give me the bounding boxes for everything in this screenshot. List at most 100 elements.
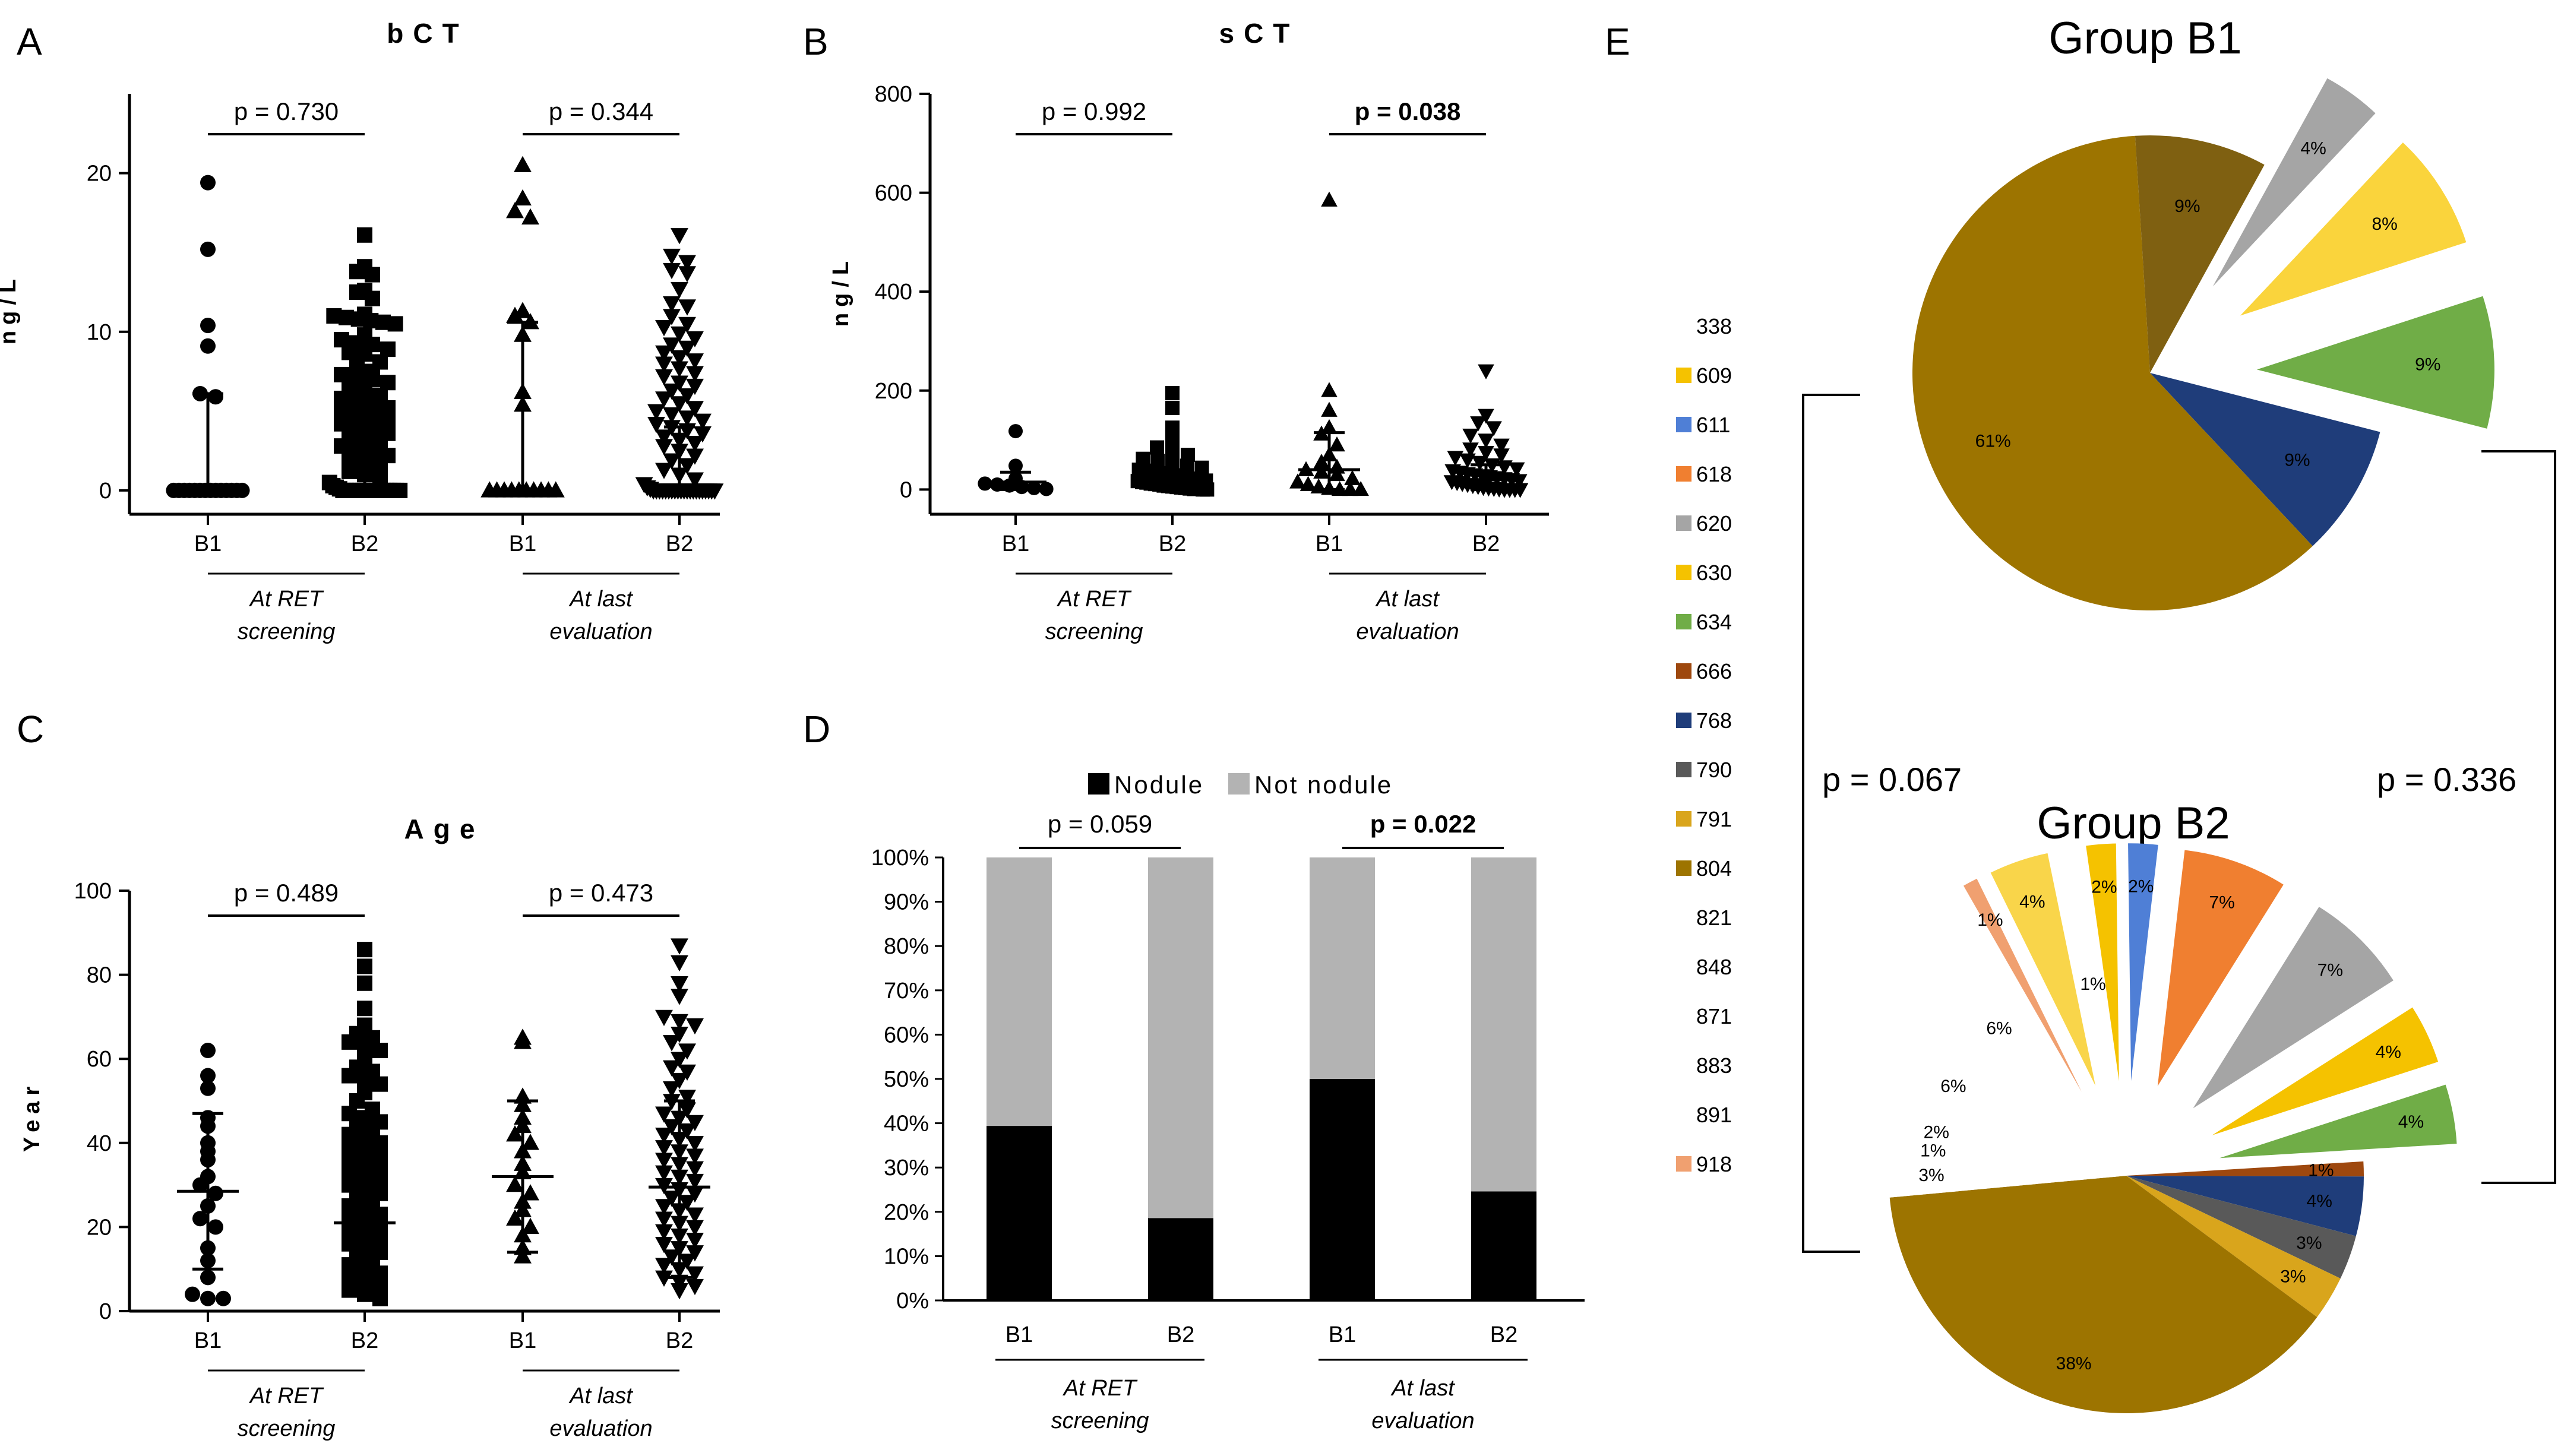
data-point bbox=[671, 938, 688, 955]
legend-swatch bbox=[1676, 565, 1691, 580]
pie-comparison-left: p = 0.067 bbox=[1822, 761, 1962, 798]
legend-code: 821 bbox=[1696, 906, 1732, 930]
plot-b: 0 200 400 600 800 B1 B2 B1 B2 At RET screening At l… bbox=[875, 82, 1549, 644]
data-point bbox=[686, 1207, 704, 1224]
panel-label-d: D bbox=[803, 708, 830, 751]
x-tick-label: B2 bbox=[1490, 1322, 1517, 1347]
data-point bbox=[671, 361, 688, 378]
data-point bbox=[647, 417, 665, 433]
data-point bbox=[655, 369, 673, 386]
data-point bbox=[1447, 451, 1464, 466]
data-point bbox=[1200, 482, 1215, 497]
legend-swatch bbox=[1676, 663, 1691, 679]
pie-slice-label: 4% bbox=[2307, 1192, 2332, 1211]
data-point bbox=[678, 299, 696, 316]
x-tick-label: B2 bbox=[666, 531, 693, 556]
x-tick-label: B2 bbox=[1472, 531, 1500, 556]
panel-a-title: bCT bbox=[387, 18, 468, 49]
group-label: At RET bbox=[249, 587, 324, 612]
pie-slice-label: 3% bbox=[2280, 1267, 2306, 1286]
x-tick-label: B2 bbox=[351, 531, 378, 556]
pie-slice bbox=[2078, 940, 2126, 1176]
data-point bbox=[671, 955, 688, 971]
series-1 bbox=[321, 227, 408, 498]
data-point bbox=[655, 1009, 673, 1026]
panel-c-ylabel: Year bbox=[20, 1081, 45, 1152]
data-point bbox=[1478, 433, 1494, 449]
x-tick-label: B2 bbox=[1167, 1322, 1194, 1347]
data-point bbox=[686, 1220, 704, 1236]
legend-swatch bbox=[1676, 614, 1691, 629]
plot-c: 0 20 40 60 80 100 B1 B2 B1 B2 At RET screening At la… bbox=[74, 879, 720, 1441]
legend-label-not-nodule: Not nodule bbox=[1254, 771, 1393, 799]
y-tick-label: 200 bbox=[875, 379, 912, 404]
p-value: p = 0.992 bbox=[1042, 97, 1146, 125]
data-point bbox=[357, 1001, 372, 1017]
group-label: screening bbox=[238, 619, 336, 644]
data-point bbox=[1344, 470, 1361, 485]
y-tick-label: 0 bbox=[99, 479, 112, 504]
data-point bbox=[506, 1125, 524, 1142]
data-point bbox=[208, 1219, 223, 1235]
data-point bbox=[663, 262, 681, 280]
pie-slice-label: 4% bbox=[2398, 1112, 2424, 1132]
pie-slice bbox=[1912, 135, 2313, 611]
pie-slice bbox=[2193, 907, 2394, 1109]
bar-nodule bbox=[1310, 1079, 1375, 1300]
legend-code: 666 bbox=[1696, 659, 1732, 683]
data-point bbox=[663, 407, 681, 424]
data-point bbox=[200, 1043, 216, 1059]
data-point bbox=[1321, 191, 1338, 207]
data-point bbox=[514, 156, 532, 172]
pie-slice-label: 6% bbox=[1940, 1077, 1966, 1096]
pie-slice bbox=[2212, 78, 2376, 287]
data-point bbox=[234, 482, 250, 498]
group-label: evaluation bbox=[549, 1416, 652, 1441]
data-point bbox=[372, 1290, 388, 1306]
data-point bbox=[686, 1136, 704, 1153]
bar-not-nodule bbox=[1148, 857, 1213, 1218]
data-point bbox=[671, 976, 688, 993]
y-tick-label: 30% bbox=[884, 1156, 929, 1180]
x-tick-label: B2 bbox=[1159, 531, 1186, 556]
pie-slice bbox=[1898, 1028, 2126, 1176]
legend-swatch bbox=[1676, 466, 1691, 482]
data-point bbox=[200, 338, 216, 354]
data-point bbox=[678, 1090, 696, 1106]
pie-slice bbox=[2256, 296, 2494, 429]
legend-code: 609 bbox=[1696, 363, 1732, 388]
data-point bbox=[678, 1195, 696, 1211]
pie-slice-label: 4% bbox=[2376, 1043, 2401, 1062]
x-tick-label: B1 bbox=[509, 1328, 536, 1353]
y-tick-label: 0% bbox=[896, 1289, 929, 1313]
series-0 bbox=[177, 1043, 239, 1306]
data-point bbox=[655, 439, 673, 455]
bar-nodule bbox=[1148, 1218, 1213, 1300]
data-point bbox=[678, 410, 696, 427]
data-point bbox=[357, 975, 372, 991]
series-3 bbox=[649, 938, 710, 1300]
pie-slice bbox=[2126, 1176, 2356, 1279]
data-point bbox=[678, 266, 696, 283]
pie-slice-label: 1% bbox=[2080, 974, 2105, 994]
data-point bbox=[1512, 483, 1529, 498]
group-label: evaluation bbox=[1356, 619, 1459, 644]
pie-slice-label: 4% bbox=[2019, 892, 2045, 911]
legend-code: 620 bbox=[1696, 511, 1732, 536]
y-tick-label: 800 bbox=[875, 82, 912, 107]
data-point bbox=[686, 1115, 704, 1131]
panel-label-a: A bbox=[17, 20, 42, 63]
pie-slice bbox=[1889, 1152, 2126, 1198]
x-tick-label: B1 bbox=[1316, 531, 1343, 556]
legend-label-nodule: Nodule bbox=[1114, 771, 1204, 799]
group-label: At RET bbox=[1063, 1376, 1138, 1401]
pie-slice bbox=[2126, 1176, 2341, 1318]
bar-nodule bbox=[1471, 1191, 1536, 1300]
data-point bbox=[1165, 385, 1180, 400]
p-value: p = 0.730 bbox=[234, 97, 339, 125]
legend-code: 791 bbox=[1696, 807, 1732, 831]
panel-b-ylabel: ng/L bbox=[829, 255, 853, 327]
legend-swatch bbox=[1676, 811, 1691, 827]
x-tick-label: B2 bbox=[666, 1328, 693, 1353]
y-tick-label: 90% bbox=[884, 890, 929, 915]
